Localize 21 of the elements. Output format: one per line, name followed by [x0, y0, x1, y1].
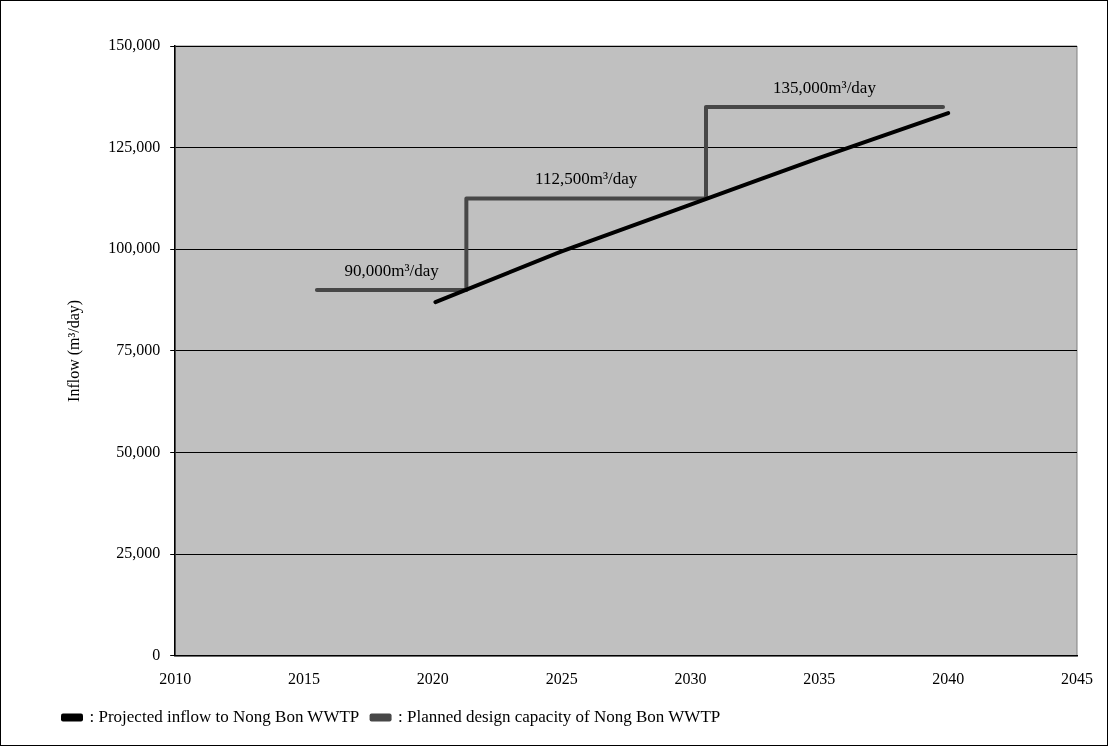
y-tick-label: 75,000: [116, 341, 161, 359]
annotation: 90,000m³/day: [344, 260, 440, 280]
legend-label: : Planned design capacity of Nong Bon WWTP: [398, 706, 721, 726]
x-tick-label: 2015: [288, 669, 321, 687]
y-tick-label: 100,000: [108, 239, 161, 257]
x-tick-label: 2045: [1061, 669, 1093, 687]
x-tick-label: 2010: [159, 669, 192, 687]
x-tick-label: 2035: [803, 669, 836, 687]
y-tick-label: 150,000: [108, 36, 161, 54]
x-tick-label: 2030: [674, 669, 707, 687]
y-tick-label: 25,000: [116, 544, 161, 562]
y-tick-label: 0: [152, 646, 161, 663]
y-tick-label: 50,000: [116, 442, 161, 460]
legend-label: : Projected inflow to Nong Bon WWTP: [89, 706, 360, 726]
y-tick-label: 125,000: [108, 137, 161, 155]
y-axis-title: Inflow (m³/day): [64, 299, 83, 402]
x-tick-label: 2025: [545, 669, 578, 687]
annotation: 135,000m³/day: [773, 77, 877, 97]
x-tick-label: 2040: [932, 669, 965, 687]
annotation: 112,500m³/day: [535, 169, 638, 189]
x-tick-label: 2020: [416, 669, 449, 687]
